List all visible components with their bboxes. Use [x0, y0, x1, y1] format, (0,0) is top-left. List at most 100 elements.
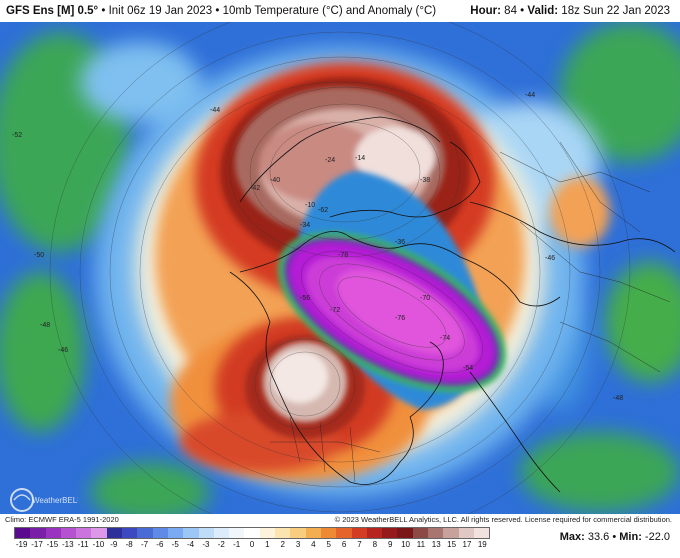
- maxmin-separator: •: [612, 531, 617, 543]
- valid-separator: •: [520, 5, 525, 17]
- contour-label: -72: [330, 307, 340, 314]
- colorbar-swatch: [412, 528, 429, 538]
- chart-title: GFS Ens [M] 0.5° • Init 06z 19 Jan 2023 …: [6, 5, 436, 17]
- contour-label: -70: [420, 295, 430, 302]
- colorbar-tick-label: 4: [311, 540, 316, 549]
- colorbar-swatch: [458, 528, 474, 538]
- colorbar-tick-label: 8: [372, 540, 378, 549]
- colorbar-tick-label: -10: [92, 540, 105, 549]
- contour-label: -40: [270, 177, 280, 184]
- colorbar-tick-label: 7: [357, 540, 362, 549]
- colorbar-tick-label: -4: [187, 540, 195, 549]
- colorbar-tick-label: 10: [401, 540, 410, 549]
- copyright-note: © 2023 WeatherBELL Analytics, LLC. All r…: [334, 515, 672, 524]
- colorbar-swatch: [213, 528, 230, 538]
- min-label: Min:: [619, 531, 642, 543]
- colorbar-swatch: [244, 528, 260, 538]
- colorbar-tick-label: 1: [265, 540, 270, 549]
- colorbar-swatch: [15, 528, 31, 538]
- colorbar-tick-label: -5: [171, 540, 179, 549]
- borders: [270, 141, 671, 483]
- colorbar-tick-label: 13: [431, 540, 441, 549]
- colorbar-swatch: [397, 528, 413, 538]
- colorbar-legend: -19 -17 -15 -13 -11 -10 -9 -8 -7 -6 -5 -4 -3 -2 -1 0 1 2 3…: [0, 527, 680, 558]
- colorbar-tick-label: 5: [326, 540, 331, 549]
- contour-label: -74: [440, 335, 450, 342]
- colorbar-tick-label: -19: [15, 540, 28, 549]
- colorbar-tick-label: -11: [77, 540, 89, 549]
- valid-time: Hour: 84 • Valid: 18z Sun 22 Jan 2023: [470, 5, 670, 17]
- contour-label: -36: [395, 239, 405, 246]
- logo-mark: WeatherBELL: [10, 488, 78, 512]
- colorbar-tick-label: 3: [295, 540, 301, 549]
- colorbar-swatch: [30, 528, 46, 538]
- logo-text: WeatherBELL: [32, 496, 78, 505]
- max-label: Max:: [559, 531, 585, 543]
- contour-label: -10: [305, 202, 315, 209]
- colorbar-swatch: [443, 528, 459, 538]
- colorbar-swatch: [137, 528, 153, 538]
- weatherbell-logo: WeatherBELL: [8, 482, 78, 514]
- warm-core-south: [263, 342, 347, 422]
- max-min-readout: Max: 33.6 • Min: -22.0: [560, 531, 670, 543]
- climo-note: Climo: ECMWF ERA-5 1991-2020: [5, 515, 119, 524]
- contour-label: -50: [34, 252, 44, 259]
- colorbar-tick-label: 11: [416, 540, 426, 549]
- product-name: 10mb Temperature (°C) and Anomaly (°C): [222, 5, 437, 17]
- init-time: Init 06z 19 Jan 2023: [108, 5, 213, 17]
- colorbar-tick-label: -8: [125, 540, 133, 549]
- colorbar-swatch: [428, 528, 444, 538]
- colorbar-swatch: [45, 528, 61, 538]
- valid-label: Valid:: [527, 5, 559, 17]
- colorbar-tick-label: -7: [140, 540, 149, 549]
- colorbar-tick-label: -15: [46, 540, 59, 549]
- colorbar-swatch: [382, 528, 398, 538]
- contour-label-group: -52 -50 -48 -46 -44 -42 -40 -38 -36 -34 …: [12, 92, 623, 402]
- colorbar-swatch: [91, 528, 107, 538]
- contour-label: -24: [325, 157, 335, 164]
- colorbar-swatch: [351, 528, 367, 538]
- contour-label: -42: [250, 185, 260, 192]
- colorbar-swatch: [152, 528, 168, 538]
- contour-label: -46: [545, 255, 555, 262]
- colorbar-swatch: [229, 528, 245, 538]
- colorbar-swatch: [167, 528, 184, 538]
- colorbar-tick-label: -3: [202, 540, 210, 549]
- contour-label: -62: [318, 207, 328, 214]
- colorbar-tick-label: -13: [61, 540, 74, 549]
- colorbar-tick-label: 19: [477, 540, 487, 549]
- contour-label: -34: [300, 222, 310, 229]
- colorbar-tick-label: -9: [110, 540, 118, 549]
- colorbar-swatch: [122, 528, 138, 538]
- colorbar-swatch: [76, 528, 92, 538]
- hour-value: 84: [504, 5, 517, 17]
- colorbar-ticks: -19 -17 -15 -13 -11 -10 -9 -8 -7 -6 -5 -4 -3 -2 -1 0 1 2 3…: [14, 540, 490, 552]
- temperature-map: -52 -50 -48 -46 -44 -42 -40 -38 -36 -34 …: [0, 22, 680, 514]
- contour-lines: [49, 22, 631, 514]
- contour-label: -48: [40, 322, 50, 329]
- info-line: Climo: ECMWF ERA-5 1991-2020 © 2023 Weat…: [0, 514, 680, 526]
- contour-label: -44: [210, 107, 220, 114]
- header-bar: GFS Ens [M] 0.5° • Init 06z 19 Jan 2023 …: [0, 0, 680, 22]
- colorbar-tick-label: 0: [249, 540, 255, 549]
- colorbar-swatch: [336, 528, 352, 538]
- colorbar-tick-label: -2: [217, 540, 225, 549]
- min-value: -22.0: [644, 531, 670, 543]
- colorbar-tick-label: 6: [341, 540, 347, 549]
- colorbar-swatch: [183, 528, 199, 538]
- colorbar-swatch: [106, 528, 123, 538]
- colorbar-swatch: [259, 528, 276, 538]
- colorbar-tick-label: 9: [387, 540, 393, 549]
- max-value: 33.6: [587, 531, 610, 543]
- contour-label: -38: [420, 177, 430, 184]
- colorbar: [14, 527, 490, 539]
- colorbar-tick-label: -6: [156, 540, 164, 549]
- colorbar-tick-label: 17: [462, 540, 472, 549]
- colorbar-swatch: [290, 528, 306, 538]
- colorbar-tick-label: -17: [31, 540, 43, 549]
- title-separator: •: [101, 5, 106, 17]
- colorbar-swatch: [305, 528, 321, 538]
- contour-label: -54: [463, 365, 473, 372]
- colorbar-swatch: [320, 528, 337, 538]
- hour-label: Hour:: [470, 5, 501, 17]
